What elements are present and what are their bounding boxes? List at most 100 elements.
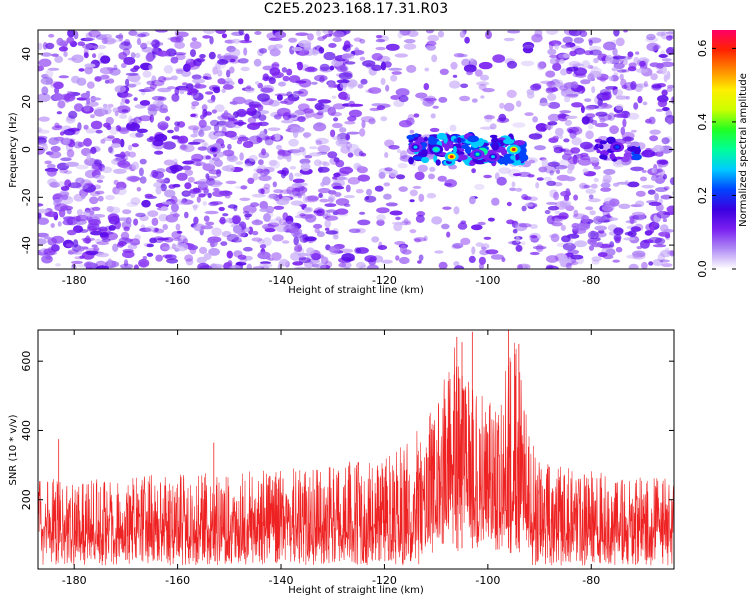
spectrogram-noise-blob <box>506 89 517 98</box>
spectrogram-noise-blob <box>90 146 97 155</box>
spectrogram-noise-blob <box>216 169 222 177</box>
spectrogram-noise-blob <box>666 205 674 214</box>
spectrogram-noise-blob <box>337 83 344 92</box>
spectrogram-noise-blob <box>89 191 101 197</box>
spectrogram-noise-blob <box>328 43 337 48</box>
spectrogram-noise-blob <box>207 99 215 104</box>
spectrogram-noise-blob <box>597 252 608 258</box>
spectrogram-noise-blob <box>641 261 648 269</box>
spectrogram-noise-blob <box>515 187 523 192</box>
spectrogram-noise-blob <box>417 164 428 173</box>
spectrogram-noise-blob <box>264 75 273 80</box>
spectrogram-noise-blob <box>137 33 147 38</box>
spectrogram-noise-blob <box>503 37 515 42</box>
spectrogram-noise-blob <box>554 127 564 137</box>
spectrogram-noise-blob <box>564 115 578 120</box>
spectrogram-noise-blob <box>192 138 205 143</box>
spectrogram-noise-blob <box>660 61 674 67</box>
spectrogram-noise-blob <box>362 60 376 67</box>
spectrogram-signal-blob <box>435 159 441 166</box>
spectrogram-noise-blob <box>213 87 221 94</box>
spectrogram-noise-blob <box>343 45 351 52</box>
spectrogram-noise-blob <box>223 110 229 117</box>
spectrogram-noise-blob <box>102 103 108 108</box>
spectrogram-noise-blob <box>521 205 527 212</box>
spectrogram-noise-blob <box>115 155 128 162</box>
spectrogram-noise-blob <box>468 255 476 263</box>
spectrogram-noise-blob <box>566 66 579 72</box>
spectrogram-noise-blob <box>385 84 390 92</box>
spectrogram-noise-blob <box>90 120 103 130</box>
spectrogram-noise-blob <box>152 50 157 59</box>
spectrogram-noise-blob <box>175 68 186 72</box>
spectrogram-noise-blob <box>93 246 100 252</box>
spectrogram-noise-blob <box>308 152 323 157</box>
spectrogram-noise-blob <box>200 225 214 230</box>
spectrogram-noise-blob <box>567 156 580 165</box>
x-tick-label: -120 <box>372 574 397 587</box>
spectrogram-noise-blob <box>256 136 263 143</box>
spectrogram-noise-blob <box>192 78 206 84</box>
spectrogram-noise-blob <box>248 154 258 162</box>
spectrogram-noise-blob <box>49 181 60 188</box>
spectrogram-noise-blob <box>85 128 97 134</box>
spectrogram-noise-blob <box>133 218 139 226</box>
spectrogram-noise-blob <box>164 189 176 198</box>
spectrogram-noise-blob <box>655 108 664 112</box>
spectrogram-noise-blob <box>206 239 218 244</box>
spectrogram-noise-blob <box>90 230 103 236</box>
spectrogram-noise-blob <box>255 81 260 85</box>
spectrogram-noise-blob <box>173 237 181 241</box>
spectrogram-noise-blob <box>658 231 671 237</box>
spectrogram-noise-blob <box>344 120 356 125</box>
spectrogram-signal-blob <box>421 156 430 164</box>
spectrogram-noise-blob <box>133 116 142 124</box>
spectrogram-noise-blob <box>175 31 189 38</box>
spectrogram-noise-blob <box>126 122 140 132</box>
spectrogram-noise-blob <box>399 30 411 36</box>
spectrogram-noise-blob <box>655 187 668 193</box>
spectrogram-noise-blob <box>388 67 403 71</box>
spectrogram-noise-blob <box>564 96 571 103</box>
spectrogram-noise-blob <box>438 96 448 103</box>
spectrogram-noise-blob <box>91 244 98 248</box>
x-tick-label: -120 <box>372 274 397 287</box>
spectrogram-noise-blob <box>589 66 599 70</box>
spectrogram-noise-blob <box>226 234 239 242</box>
spectrogram-noise-blob <box>656 159 663 165</box>
spectrogram-noise-blob <box>174 121 180 127</box>
spectrogram-signal-blob <box>503 138 515 145</box>
spectrogram-noise-blob <box>559 85 569 91</box>
spectrogram-noise-blob <box>415 214 425 223</box>
spectrogram-noise-blob <box>289 166 297 170</box>
spectrogram-noise-blob <box>193 216 199 225</box>
spectrogram-noise-blob <box>48 151 62 159</box>
spectrogram-noise-blob <box>198 193 206 198</box>
spectrogram-noise-blob <box>207 175 218 179</box>
spectrogram-noise-blob <box>165 116 171 122</box>
spectrogram-noise-blob <box>58 46 68 52</box>
spectrogram-noise-blob <box>262 237 272 247</box>
spectrogram-noise-blob <box>600 187 612 192</box>
spectrogram-noise-blob <box>215 30 227 34</box>
spectrogram-noise-blob <box>554 43 559 50</box>
spectrogram-noise-blob <box>355 189 364 194</box>
spectrogram-noise-blob <box>189 188 202 194</box>
spectrogram-noise-blob <box>204 210 219 215</box>
spectrogram-noise-blob <box>612 47 618 56</box>
spectrogram-noise-blob <box>630 81 637 90</box>
spectrogram-heatmap <box>38 30 674 269</box>
spectrogram-noise-blob <box>54 55 64 64</box>
spectrogram-noise-blob <box>257 93 270 102</box>
spectrogram-noise-blob <box>431 216 443 225</box>
spectrogram-noise-blob <box>603 168 616 175</box>
spectrogram-noise-blob <box>90 114 95 119</box>
spectrogram-noise-blob <box>227 143 232 150</box>
spectrogram-noise-blob <box>390 95 401 100</box>
spectrogram-noise-blob <box>661 58 672 62</box>
spectrogram-noise-blob <box>251 219 264 226</box>
spectrogram-noise-blob <box>193 223 205 232</box>
spectrogram-noise-blob <box>122 209 132 215</box>
spectrogram-noise-blob <box>636 68 648 74</box>
colorbar-tick-label: 0.0 <box>696 260 709 278</box>
